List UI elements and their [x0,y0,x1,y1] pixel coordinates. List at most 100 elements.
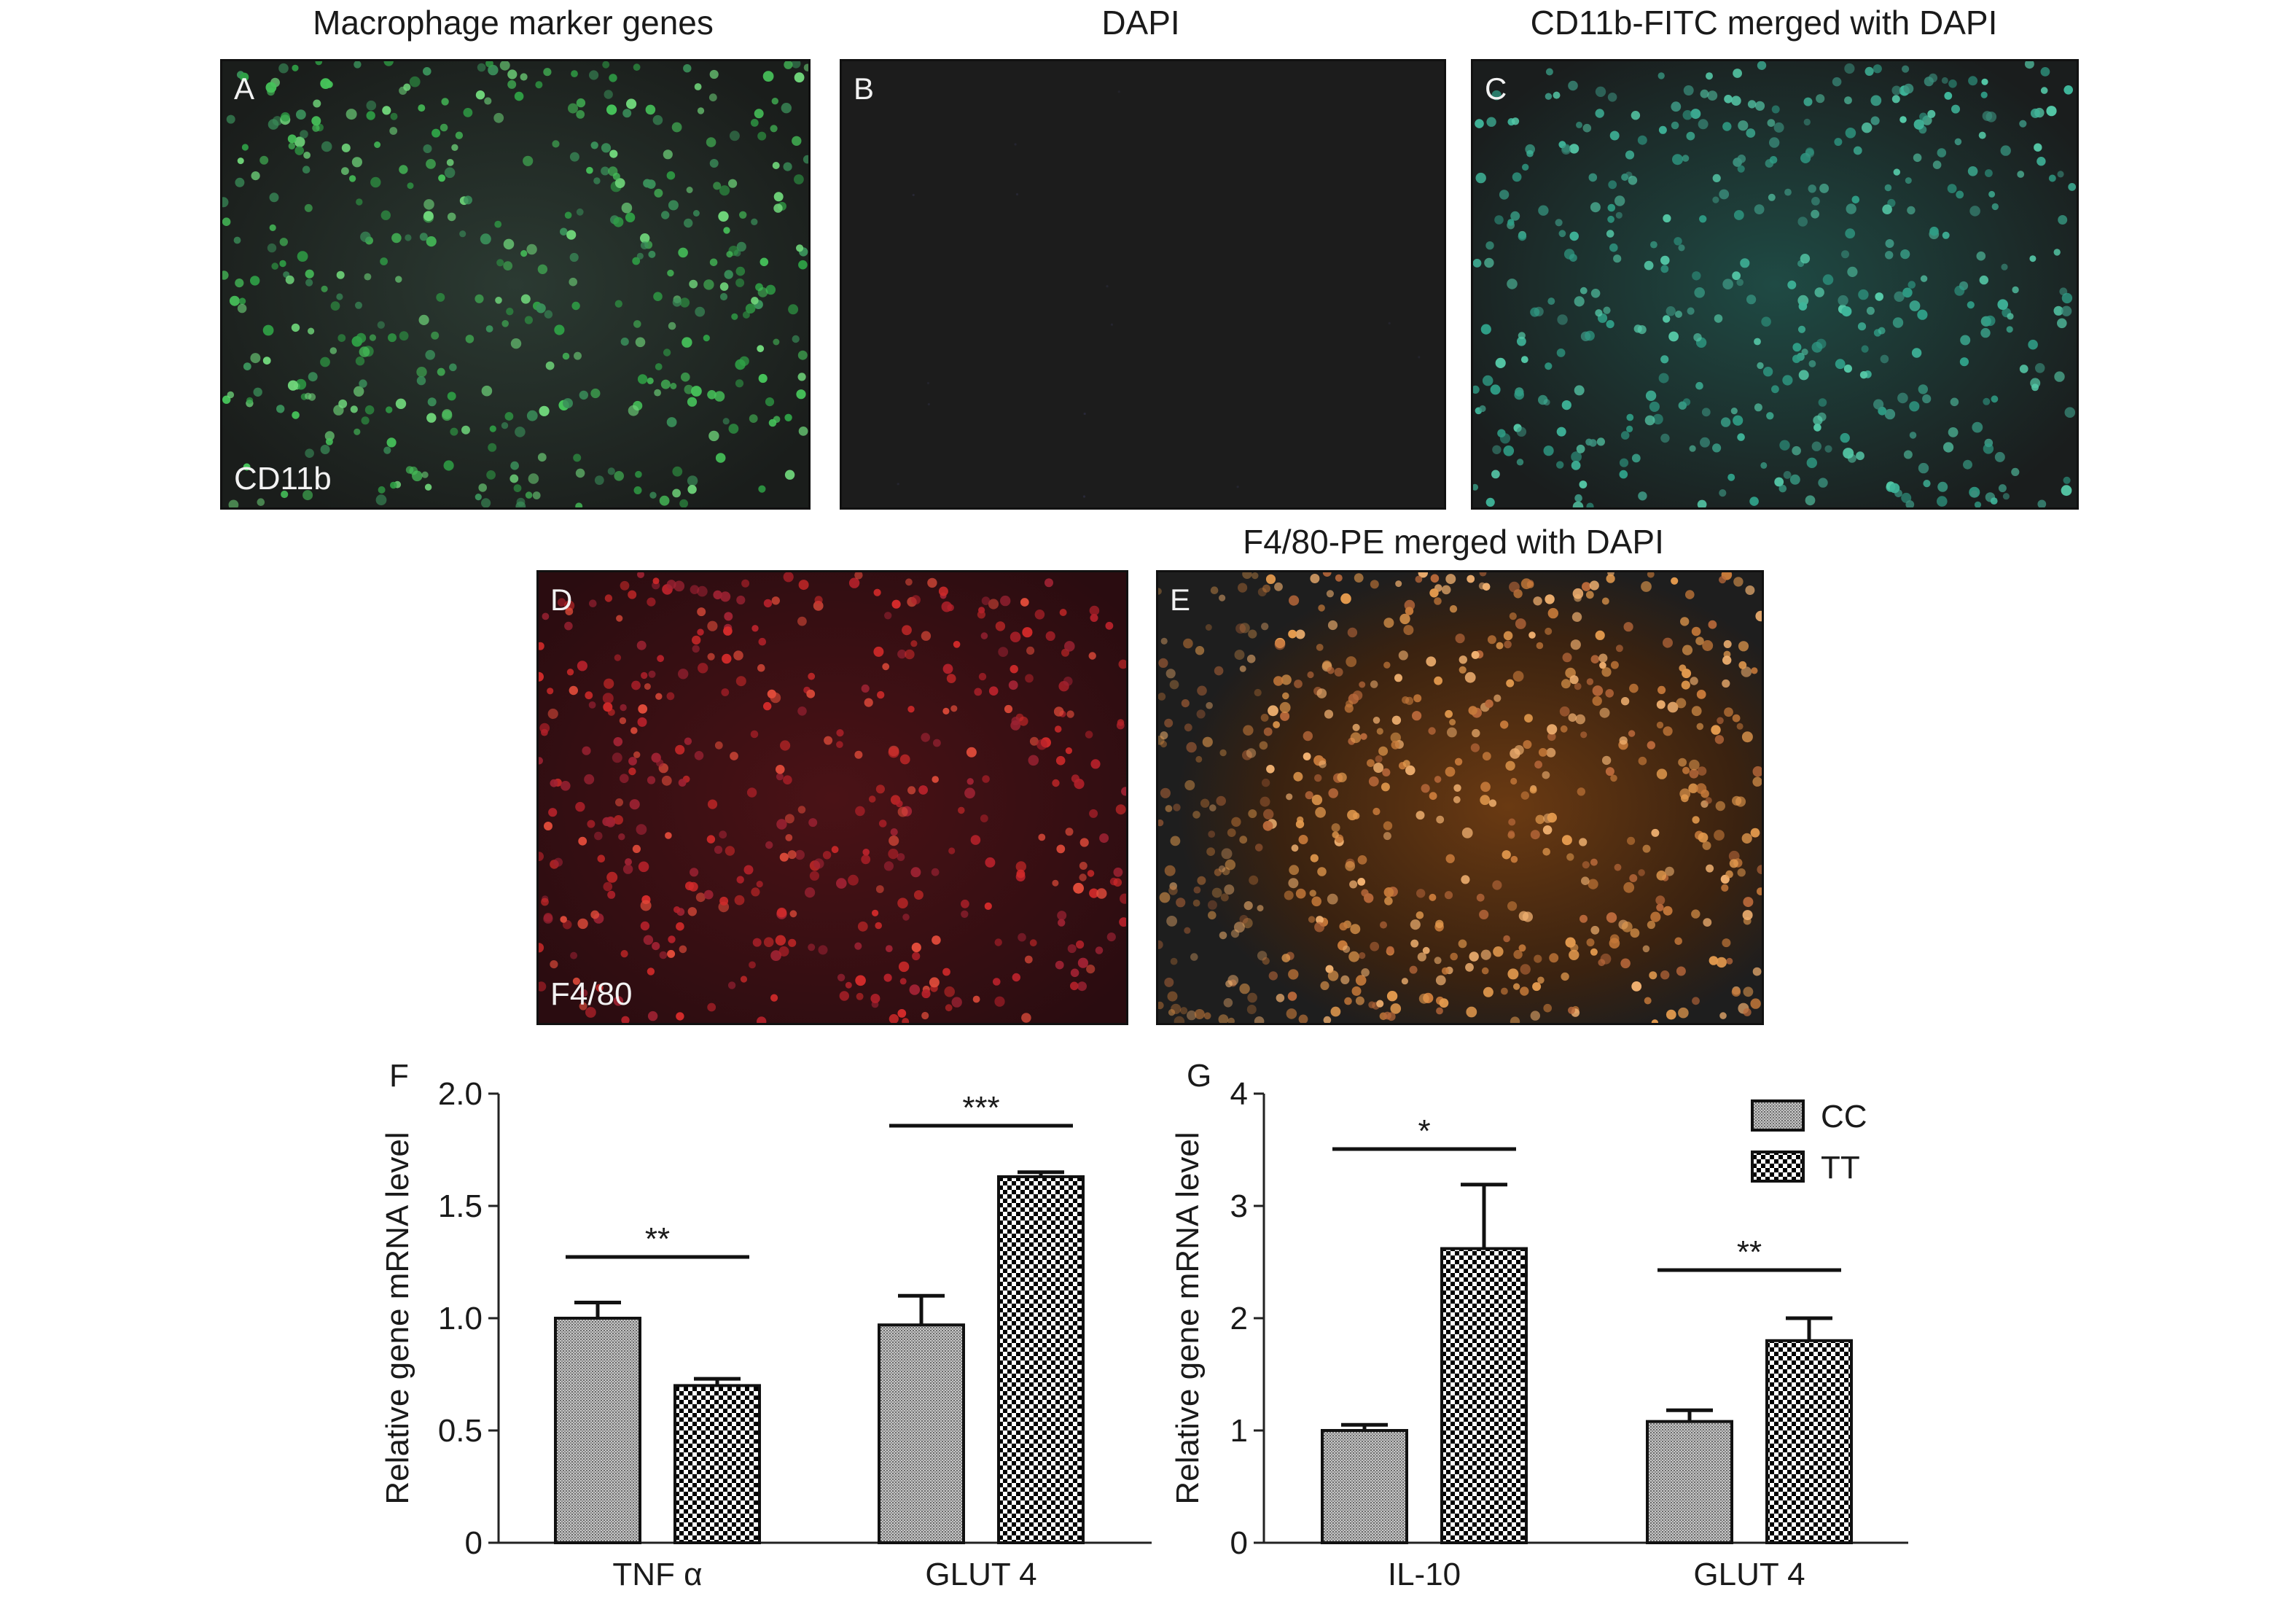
cell-dot [848,874,859,886]
cell-dot [1816,94,1825,104]
cell-dot [1730,408,1738,415]
cell-dot [250,276,260,286]
cell-dot [1294,680,1303,688]
cell-dot [822,851,832,860]
cell-dot [891,599,901,609]
cell-dot [1658,125,1667,134]
cell-dot [640,921,650,931]
cell-dot [475,90,485,100]
cell-dot [1738,661,1747,669]
cell-dot [713,182,722,190]
cell-dot [607,467,615,475]
cell-dot [1020,598,1029,607]
cell-dot [707,799,718,809]
cell-dot [994,996,1005,1007]
cell-dot [525,491,533,499]
cell-dot [1482,752,1491,761]
cell-dot [1884,408,1896,420]
cell-dot [661,211,670,219]
cell-dot [1239,983,1250,994]
cell-dot [535,81,543,89]
y-tick-label: 2.0 [438,1076,483,1112]
cell-dot [1441,967,1449,975]
cell-dot [590,388,601,399]
cell-dot [2053,305,2063,316]
cell-dot [942,663,953,674]
cell-dot [1590,289,1601,298]
cell-dot [1787,280,1797,289]
cell-dot [1606,912,1617,923]
cell-dot [1523,740,1532,750]
cell-dot [1390,732,1401,743]
cell-dot [1014,143,1017,146]
cell-dot [1880,354,1889,364]
cell-dot [708,93,717,102]
cell-dot [694,83,702,90]
cell-dot [1045,631,1055,641]
cell-dot [1079,838,1089,847]
cell-dot [757,1016,767,1023]
cell-dot [697,628,704,636]
cell-dot [1314,922,1325,933]
cell-dot [1348,951,1359,962]
cell-dot [974,688,983,696]
cell-dot [1065,747,1072,755]
cell-dot [2037,157,2046,166]
cell-dot [281,112,290,122]
cell-dot [1501,987,1508,995]
cell-dot [1629,874,1638,882]
cell-dot [1580,914,1588,923]
y-tick-label: 3 [1230,1188,1248,1224]
cell-dot [1055,755,1066,766]
cell-dot [1485,497,1495,507]
cell-dot [713,590,722,600]
cell-dot [288,142,295,149]
cell-dot [537,453,547,462]
cell-dot [1160,787,1171,798]
cell-dot [1195,755,1203,763]
cell-dot [1510,211,1520,221]
cell-dot [1695,783,1707,794]
cell-dot [1534,760,1542,769]
cell-dot [269,192,279,203]
cell-dot [262,324,274,336]
cell-dot [1117,90,1120,93]
cell-dot [550,779,558,787]
cell-dot [1022,627,1033,638]
cell-dot [390,481,397,489]
cell-dot [421,471,429,478]
cell-dot [632,257,641,265]
cell-dot [1725,870,1733,879]
cell-dot [386,437,397,448]
cell-dot [354,428,361,435]
cell-dot [1176,898,1186,908]
cell-dot [1990,497,1998,505]
cell-dot [1158,940,1163,949]
cell-dot [418,104,426,112]
cell-dot [1628,730,1636,737]
cell-dot [1960,335,1971,346]
cell-dot [1466,1006,1477,1018]
cell-dot [1077,981,1087,992]
cell-dot [837,973,846,981]
cell-dot [1545,594,1555,604]
cell-dot [1384,897,1393,906]
cell-dot [1355,996,1364,1005]
cell-dot [1937,148,1947,157]
panel-c-title: CD11b-FITC merged with DAPI [1530,4,1998,42]
cell-dot [1857,322,1867,331]
cell-dot [985,857,996,868]
cell-dot [446,159,454,166]
cell-dot [1401,978,1408,985]
cell-dot [1214,868,1222,876]
cell-dot [575,468,585,478]
cell-dot [246,397,254,404]
cell-dot [806,689,816,698]
cell-dot [1160,637,1168,645]
cell-dot [1822,274,1834,285]
cell-dot [1220,893,1229,902]
cell-dot [1538,748,1547,757]
cell-dot [1580,287,1588,295]
cell-dot [574,351,582,360]
cell-dot [1695,381,1703,390]
